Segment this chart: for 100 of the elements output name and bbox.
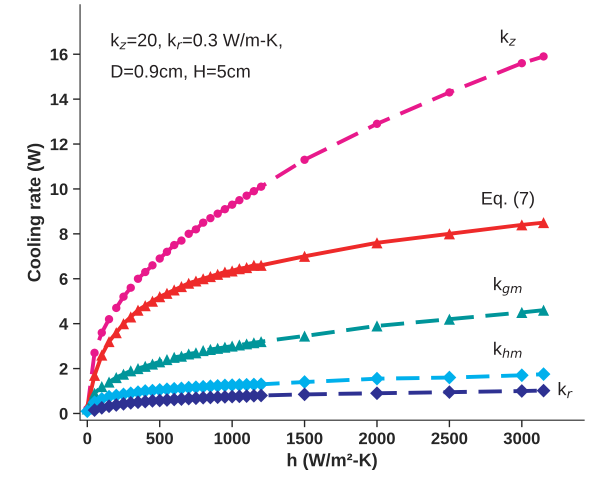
- y-tick-label: 4: [59, 318, 68, 330]
- point: [371, 320, 383, 332]
- point: [154, 356, 166, 368]
- point: [372, 120, 382, 128]
- point: [184, 230, 193, 238]
- point: [168, 284, 180, 296]
- point: [536, 367, 550, 382]
- point: [299, 330, 310, 342]
- y-tick-label: 8: [60, 228, 68, 240]
- point: [235, 196, 244, 204]
- point: [125, 365, 136, 376]
- point: [140, 360, 151, 372]
- point: [370, 372, 384, 386]
- point: [444, 314, 455, 325]
- point: [514, 384, 529, 398]
- point: [119, 292, 128, 301]
- y-axis-title: Cooling rate (W): [27, 144, 44, 282]
- point: [170, 240, 178, 250]
- point: [126, 284, 135, 292]
- series-label: k$_{gm}$: [494, 276, 522, 296]
- point: [226, 265, 238, 276]
- point: [538, 304, 550, 316]
- point: [190, 275, 202, 287]
- point: [256, 336, 267, 348]
- point: [199, 218, 208, 227]
- point: [88, 370, 100, 381]
- point: [162, 248, 172, 256]
- point: [118, 368, 130, 380]
- point: [132, 363, 144, 374]
- series-label: k$_{r}$: [558, 382, 572, 398]
- point: [516, 306, 528, 318]
- point: [206, 214, 215, 222]
- point: [371, 237, 383, 248]
- annotation: k$_{z}$=20, k$_{r}$=0.3 W/m-K,: [112, 33, 282, 50]
- point: [299, 250, 310, 262]
- point: [213, 209, 222, 218]
- point: [98, 328, 106, 337]
- y-tick-label: 10: [50, 183, 68, 196]
- point: [220, 204, 230, 214]
- point: [298, 388, 312, 402]
- point: [161, 288, 173, 299]
- point: [104, 315, 114, 324]
- series-label: k$_{z}$: [500, 30, 516, 46]
- point: [370, 386, 384, 400]
- y-tick-label: 2: [60, 362, 68, 375]
- point: [300, 156, 309, 164]
- point: [212, 268, 224, 280]
- point: [298, 375, 312, 389]
- point: [96, 350, 108, 361]
- point: [198, 273, 209, 284]
- x-tick-label: 1500: [287, 432, 322, 444]
- point: [442, 370, 456, 384]
- point: [141, 268, 150, 276]
- point: [536, 384, 550, 398]
- point: [538, 217, 550, 228]
- point: [90, 348, 99, 358]
- x-tick-label: 1000: [214, 432, 250, 444]
- point: [256, 182, 266, 191]
- point: [256, 260, 267, 271]
- x-tick-label: 2500: [431, 432, 468, 444]
- point: [219, 266, 230, 278]
- point: [183, 278, 194, 289]
- point: [444, 228, 455, 240]
- point: [442, 385, 456, 400]
- x-tick-label: 2000: [359, 432, 395, 444]
- x-axis-title: h (W/m²-K): [288, 453, 377, 470]
- y-tick-label: 14: [50, 94, 68, 106]
- point: [204, 270, 216, 282]
- y-tick-label: 16: [50, 48, 68, 60]
- point: [192, 225, 200, 234]
- point: [228, 200, 236, 209]
- point: [516, 219, 528, 230]
- point: [140, 300, 151, 312]
- y-tick-label: 0: [60, 408, 68, 420]
- point: [148, 261, 157, 270]
- point: [103, 376, 115, 388]
- annotation: D=0.9cm, H=5cm: [112, 64, 250, 80]
- y-tick-label: 12: [50, 138, 68, 150]
- x-tick-label: 3000: [504, 432, 540, 444]
- point: [146, 296, 158, 307]
- y-tick-label: 6: [60, 273, 68, 285]
- point: [176, 281, 187, 292]
- point: [445, 88, 454, 97]
- point: [154, 291, 166, 302]
- point: [250, 187, 258, 196]
- series-label: k$_{hm}$: [494, 342, 522, 358]
- x-tick-label: 0: [83, 432, 92, 444]
- point: [514, 368, 529, 382]
- point: [241, 262, 252, 274]
- point: [539, 52, 548, 61]
- point: [134, 274, 142, 283]
- x-tick-label: 500: [146, 432, 173, 444]
- point: [177, 236, 186, 245]
- point: [110, 372, 122, 384]
- point: [518, 59, 526, 68]
- point: [156, 254, 164, 263]
- point: [242, 192, 251, 200]
- point: [161, 354, 173, 366]
- series-label: Eq. (7): [482, 191, 534, 208]
- point: [112, 304, 120, 312]
